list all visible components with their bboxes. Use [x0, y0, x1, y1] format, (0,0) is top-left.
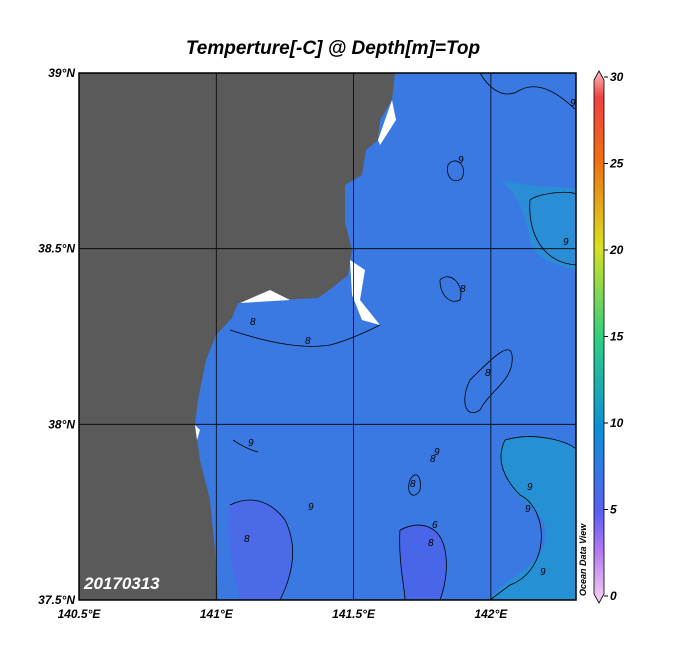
contour-label: 9 [525, 504, 531, 515]
contour-label: 8 [250, 317, 256, 328]
contour-label: 9 [527, 482, 533, 493]
contour-label: 9 [570, 98, 576, 109]
x-tick-label: 141°E [200, 607, 234, 621]
contour-label: 9 [434, 447, 440, 458]
contour-label: 8 [410, 479, 416, 490]
warm-patch [500, 180, 576, 270]
y-tick-label: 38°N [48, 417, 75, 431]
contour-label: 8 [428, 538, 434, 549]
colorbar-tick-label: 15 [610, 330, 624, 344]
colorbar-tick-label: 0 [610, 589, 617, 603]
contour-label: 9 [248, 438, 254, 449]
cool-patch [399, 525, 447, 600]
contour-label: 8 [305, 336, 311, 347]
colorbar-tick-label: 5 [610, 503, 617, 517]
x-tick-label: 141.5°E [332, 607, 376, 621]
y-tick-label: 39°N [48, 66, 75, 80]
colorbar-tick-label: 25 [609, 157, 624, 171]
contour-label: 8 [244, 534, 250, 545]
contour-label: 8 [460, 284, 466, 295]
contour-label: 9 [563, 237, 569, 248]
ice-edge [195, 100, 396, 440]
contour-label: 9 [540, 567, 546, 578]
date-stamp: 20170313 [83, 574, 160, 593]
credit: Ocean Data View [578, 523, 588, 596]
y-tick-label: 37.5°N [38, 593, 75, 607]
colorbar-tick-label: 10 [610, 416, 624, 430]
warm-patch [490, 436, 576, 600]
land [79, 73, 395, 600]
contour-label: 8 [430, 454, 436, 465]
contour-label: 9 [458, 155, 464, 166]
map-title: Temperture[-C] @ Depth[m]=Top [186, 38, 480, 59]
colorbar: 0 5 10 15 20 25 30 [593, 70, 624, 604]
contour-label: 8 [485, 368, 491, 379]
cool-patch [228, 500, 293, 600]
contour-label: 9 [308, 502, 314, 513]
contour-label: 6 [432, 520, 438, 531]
x-tick-label: 142°E [474, 607, 508, 621]
plot-frame [78, 72, 577, 601]
x-tick-label: 140.5°E [58, 607, 102, 621]
colorbar-tick-label: 20 [609, 243, 624, 257]
colorbar-body [593, 70, 605, 604]
colorbar-tick-label: 30 [610, 70, 624, 84]
y-tick-label: 38.5°N [38, 242, 75, 256]
